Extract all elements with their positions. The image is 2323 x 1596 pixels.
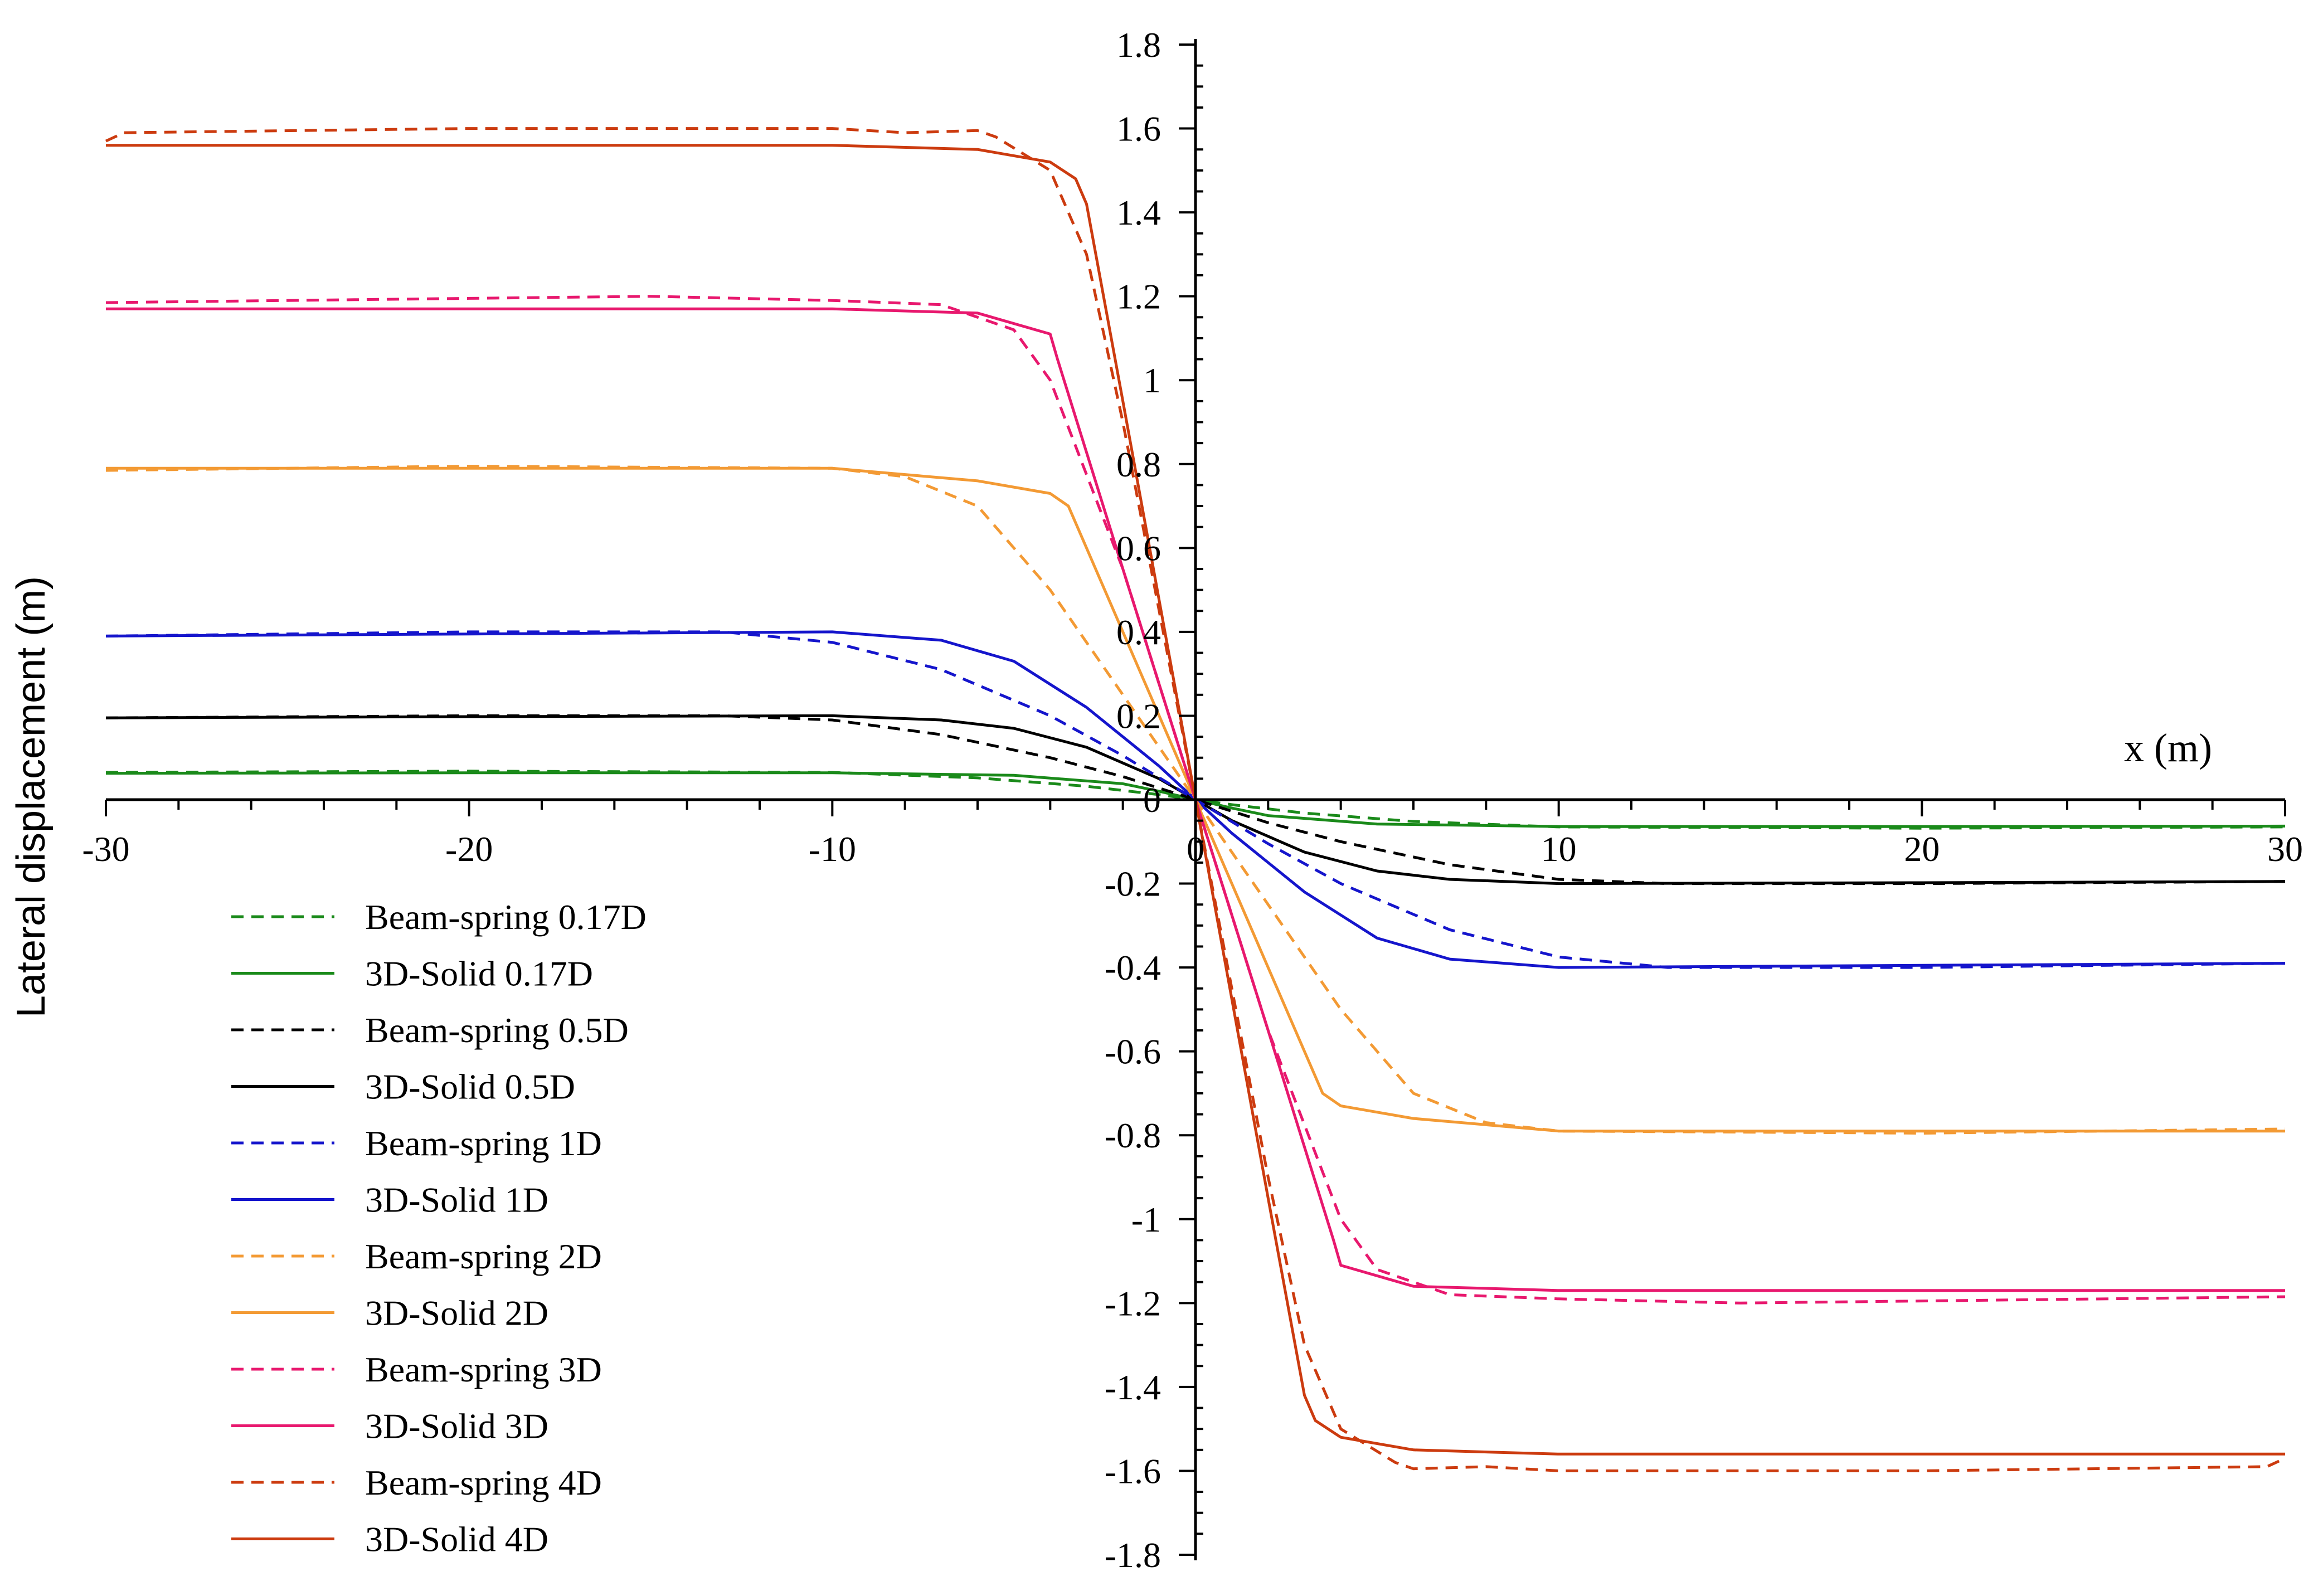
y-tick-label: -1.8 — [1105, 1535, 1161, 1575]
x-tick-label: 10 — [1541, 829, 1577, 869]
x-tick-label: -20 — [445, 829, 493, 869]
legend-label-1: 3D-Solid 0.17D — [365, 954, 593, 994]
y-tick-label: 1.2 — [1116, 277, 1161, 317]
y-tick-label: -1 — [1131, 1200, 1161, 1239]
legend-label-0: Beam-spring 0.17D — [365, 897, 647, 937]
legend: Beam-spring 0.17D 3D-Solid 0.17D Beam-spri… — [231, 897, 647, 1559]
series-line-8 — [105, 295, 2286, 1305]
y-tick-label: 1.8 — [1116, 25, 1161, 65]
legend-label-9: 3D-Solid 3D — [365, 1407, 548, 1446]
legend-label-2: Beam-spring 0.5D — [365, 1010, 629, 1050]
y-tick-label: -1.6 — [1105, 1451, 1161, 1491]
y-tick-label: 0.2 — [1116, 696, 1161, 736]
y-tick-label: -1.2 — [1105, 1283, 1161, 1323]
legend-label-7: 3D-Solid 2D — [365, 1293, 548, 1333]
y-tick-label: -0.8 — [1105, 1116, 1161, 1155]
y-tick-label: 0.8 — [1116, 445, 1161, 484]
x-tick-label: -10 — [809, 829, 856, 869]
y-axis-title: Lateral displacement (m) — [9, 576, 54, 1018]
legend-label-5: 3D-Solid 1D — [365, 1180, 548, 1220]
series-line-10 — [105, 127, 2286, 1472]
legend-label-3: 3D-Solid 0.5D — [365, 1067, 575, 1107]
legend-label-8: Beam-spring 3D — [365, 1350, 602, 1389]
y-tick-label: -0.6 — [1105, 1032, 1161, 1072]
y-tick-label: 0 — [1143, 780, 1161, 820]
y-tick-label: 0.6 — [1116, 528, 1161, 568]
legend-label-6: Beam-spring 2D — [365, 1237, 602, 1276]
y-tick-label: 0.4 — [1116, 612, 1161, 652]
x-tick-label: 30 — [2267, 829, 2303, 869]
x-tick-label: -30 — [82, 829, 129, 869]
legend-label-4: Beam-spring 1D — [365, 1123, 602, 1163]
legend-label-10: Beam-spring 4D — [365, 1463, 602, 1502]
y-tick-label: 1.4 — [1116, 193, 1161, 232]
y-tick-label: -0.4 — [1105, 948, 1161, 987]
y-tick-label: -0.2 — [1105, 864, 1161, 904]
y-tick-label: -1.4 — [1105, 1368, 1161, 1407]
x-axis-title: x (m) — [2124, 726, 2212, 770]
axes-layer: -30 -20 -10 0 10 20 30 -1.8 -1.6 -1.4 -1.2 -1 -0.8 -0… — [82, 25, 2303, 1575]
y-tick-label: 1.6 — [1116, 109, 1161, 149]
x-tick-label: 20 — [1904, 829, 1940, 869]
y-tick-label: 1 — [1143, 361, 1161, 400]
legend-label-11: 3D-Solid 4D — [365, 1520, 548, 1559]
